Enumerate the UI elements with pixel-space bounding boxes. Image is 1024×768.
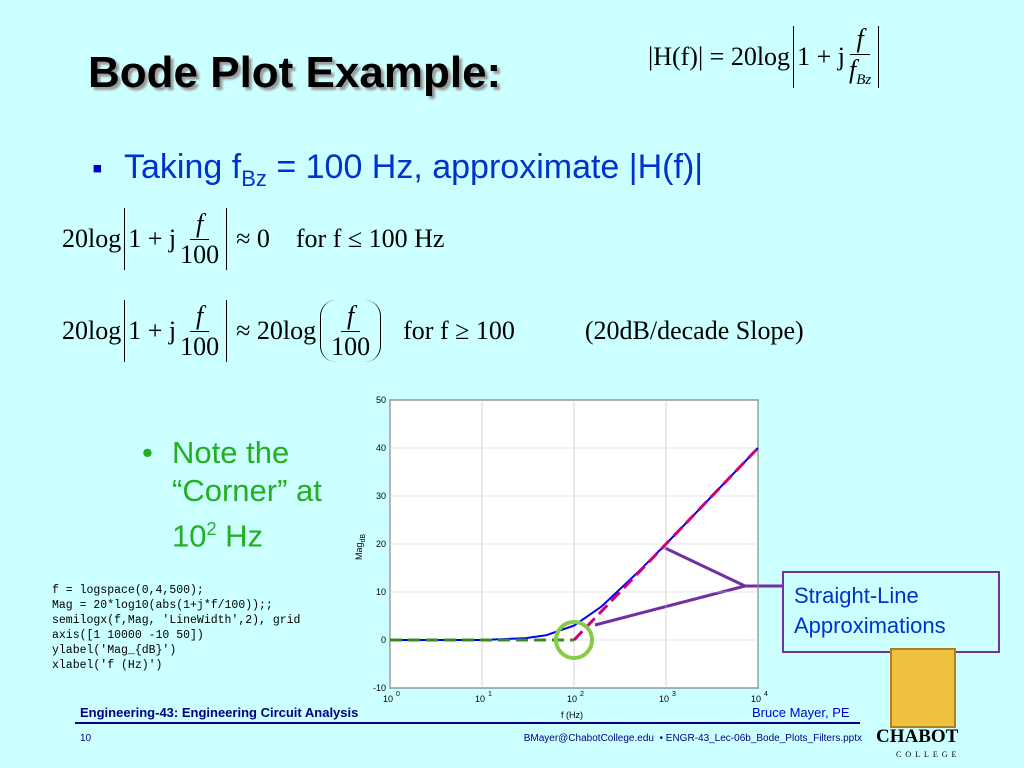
footer-page: 10 bbox=[80, 733, 92, 744]
code-line: semilogx(f,Mag, 'LineWidth',2), grid bbox=[52, 614, 301, 627]
callout: Straight-Line Approximations bbox=[782, 571, 1000, 653]
eq-text: 1 + j bbox=[128, 316, 177, 345]
corner-circle bbox=[554, 620, 594, 660]
footer-author: Bruce Mayer, PE bbox=[752, 705, 850, 720]
header-equation: |H(f)| = 20log 1 + j f fBz bbox=[648, 24, 882, 89]
eq-note: (20dB/decade Slope) bbox=[584, 316, 804, 345]
eq-text: for f ≥ 100 bbox=[403, 316, 515, 345]
eq-den: 100 bbox=[180, 239, 220, 269]
code-line: f = logspace(0,4,500); bbox=[52, 584, 204, 597]
x-tick-sup: 3 bbox=[672, 691, 676, 698]
bullet: Taking fBz = 100 Hz, approximate |H(f)| bbox=[124, 148, 703, 192]
note-unit: Hz bbox=[216, 518, 263, 554]
eq-num: f bbox=[850, 24, 870, 56]
eq-den: 100 bbox=[180, 331, 220, 361]
y-tick-label: 10 bbox=[376, 587, 386, 597]
x-tick-label: 10 bbox=[567, 694, 577, 704]
eq-num: f bbox=[190, 209, 210, 240]
footer-rule bbox=[75, 722, 860, 724]
eq-num: f bbox=[341, 301, 361, 332]
pointer-line bbox=[594, 584, 746, 627]
y-tick-label: 0 bbox=[381, 635, 386, 645]
eq-text: 1 + j bbox=[128, 224, 177, 253]
y-tick-label: 20 bbox=[376, 539, 386, 549]
title: Bode Plot Example: bbox=[88, 48, 502, 97]
x-tick-label: 10 bbox=[751, 694, 761, 704]
footer-course: Engineering-43: Engineering Circuit Anal… bbox=[80, 705, 359, 720]
eq-text: 20log bbox=[62, 224, 122, 253]
bullet-rest: = 100 Hz, approximate |H(f)| bbox=[266, 148, 704, 186]
footer-file: BMayer@ChabotCollege.edu • ENGR-43_Lec-0… bbox=[523, 733, 862, 744]
y-tick-label: -10 bbox=[373, 683, 386, 693]
note-sup: 2 bbox=[206, 519, 217, 539]
x-tick-label: 10 bbox=[383, 694, 393, 704]
y-tick-label: 40 bbox=[376, 443, 386, 453]
eq-text: ≈ 0 for f ≤ 100 Hz bbox=[236, 224, 445, 253]
eq-den: fBz bbox=[849, 55, 871, 89]
abs-bars: 1 + j f 100 bbox=[124, 208, 228, 270]
code-line: axis([1 10000 -10 50]) bbox=[52, 629, 204, 642]
fraction: f 100 bbox=[331, 301, 370, 362]
equation-1: 20log 1 + j f 100 ≈ 0 for f ≤ 100 Hz bbox=[62, 208, 444, 270]
eq-text: ≈ 20log bbox=[236, 316, 317, 345]
fraction: f fBz bbox=[849, 24, 871, 89]
eq-text: |H(f)| = 20log bbox=[648, 42, 791, 71]
eq-text: 1 + j bbox=[797, 42, 845, 71]
code-block: f = logspace(0,4,500); Mag = 20*log10(abs… bbox=[52, 583, 300, 673]
x-tick-label: 10 bbox=[475, 694, 485, 704]
eq-den-text: f bbox=[848, 55, 857, 85]
note-base: 10 bbox=[172, 518, 207, 554]
y-axis-label: MagdB bbox=[354, 534, 367, 560]
bullet-sub: Bz bbox=[241, 165, 267, 191]
note-line: 102 Hz bbox=[172, 510, 263, 555]
y-axis-label-text: Mag bbox=[354, 542, 364, 560]
equation-2: 20log 1 + j f 100 ≈ 20log f 100 for f ≥ 10… bbox=[62, 300, 804, 362]
x-tick-label: 10 bbox=[659, 694, 669, 704]
callout-line: Approximations bbox=[794, 613, 946, 638]
callout-line: Straight-Line bbox=[794, 583, 919, 608]
code-line: Mag = 20*log10(abs(1+j*f/100));; bbox=[52, 599, 273, 612]
note-line: Note the bbox=[172, 435, 290, 470]
eq-den-sub: Bz bbox=[856, 72, 872, 89]
fraction: f 100 bbox=[180, 301, 219, 362]
x-tick-sup: 2 bbox=[580, 691, 584, 698]
fraction: f 100 bbox=[180, 209, 219, 270]
note-line: “Corner” at bbox=[172, 473, 322, 508]
logo-icon bbox=[890, 648, 956, 728]
code-line: xlabel('f (Hz)') bbox=[52, 659, 163, 672]
eq-text: 20log bbox=[62, 316, 122, 345]
logo-sub: COLLEGE bbox=[896, 750, 961, 759]
x-tick-sup: 4 bbox=[764, 691, 768, 698]
note: • Note the “Corner” at 102 Hz bbox=[142, 435, 322, 554]
eq-den: 100 bbox=[331, 331, 371, 361]
bullet-text: Taking f bbox=[124, 148, 242, 186]
abs-bars: 1 + j f fBz bbox=[793, 24, 880, 89]
x-axis-label: f (Hz) bbox=[561, 710, 583, 720]
code-line: ylabel('Mag_{dB}') bbox=[52, 644, 177, 657]
series-line bbox=[572, 446, 760, 642]
logo-name: CHABOT bbox=[876, 726, 959, 747]
eq-num: f bbox=[190, 301, 210, 332]
x-tick-sup: 0 bbox=[396, 691, 400, 698]
parens: f 100 bbox=[320, 300, 382, 362]
x-tick-sup: 1 bbox=[488, 691, 492, 698]
abs-bars: 1 + j f 100 bbox=[124, 300, 228, 362]
y-tick-label: 50 bbox=[376, 395, 386, 405]
bullet-marker: ▪ bbox=[92, 152, 103, 185]
y-axis-label-sub: dB bbox=[360, 534, 367, 543]
y-tick-label: 30 bbox=[376, 491, 386, 501]
pointer-line bbox=[664, 546, 746, 588]
